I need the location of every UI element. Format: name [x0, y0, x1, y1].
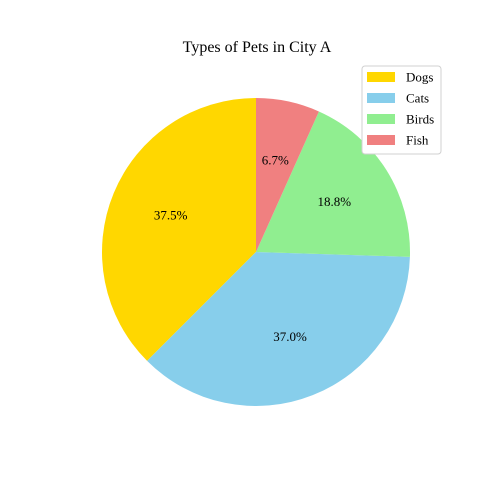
legend-label-cats: Cats	[406, 91, 429, 106]
pct-label-cats: 37.0%	[273, 329, 307, 344]
legend-label-dogs: Dogs	[406, 70, 433, 85]
percentage-labels: 37.5% 37.0% 18.8% 6.7%	[154, 153, 351, 344]
legend-swatch-fish	[367, 135, 395, 145]
pie-slice-birds	[256, 111, 410, 257]
pct-label-fish: 6.7%	[262, 153, 289, 168]
pct-label-dogs: 37.5%	[154, 208, 188, 223]
legend-swatch-dogs	[367, 72, 395, 82]
pie-slice-cats	[147, 252, 410, 406]
legend-frame	[361, 65, 442, 155]
chart-title: Types of Pets in City A	[183, 39, 332, 56]
pie-slice-dogs	[102, 98, 256, 361]
legend: Dogs Cats Birds Fish	[361, 65, 442, 155]
legend-swatch-birds	[367, 114, 395, 124]
pct-label-birds: 18.8%	[318, 194, 352, 209]
legend-label-fish: Fish	[406, 133, 429, 148]
pie-slices	[102, 98, 410, 406]
legend-label-birds: Birds	[406, 112, 434, 127]
pie-slice-fish	[256, 98, 319, 252]
legend-swatch-cats	[367, 93, 395, 103]
